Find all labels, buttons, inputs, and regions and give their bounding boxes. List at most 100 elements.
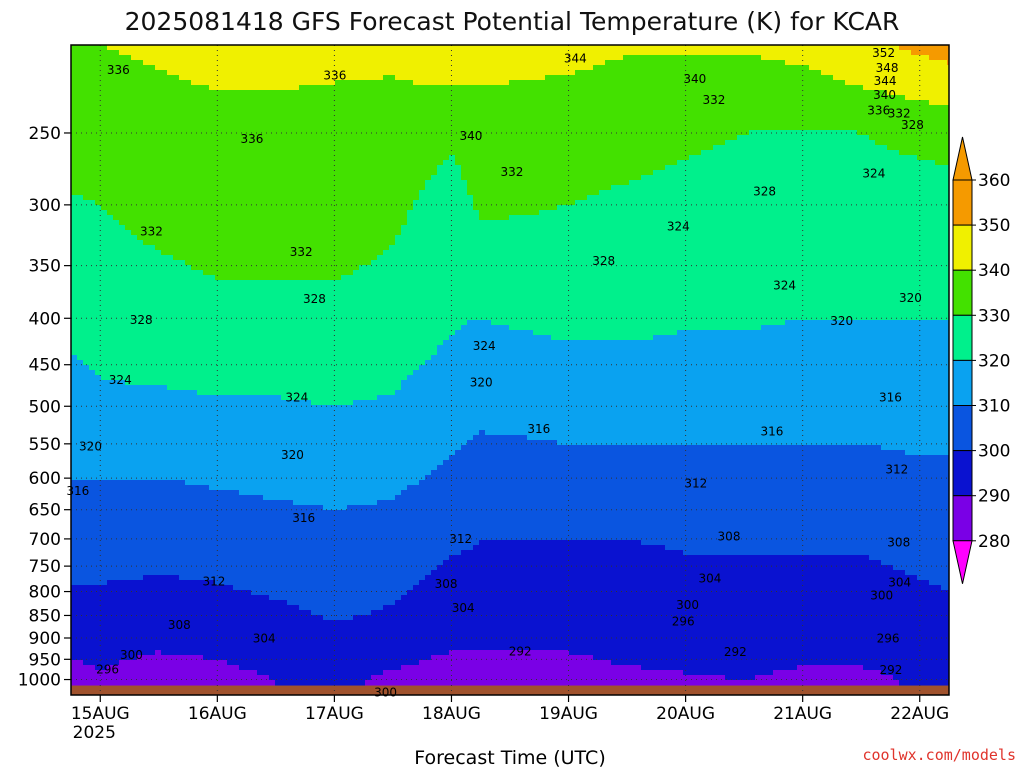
heatmap-cell xyxy=(221,110,228,116)
heatmap-cell xyxy=(947,130,954,136)
heatmap-cell xyxy=(725,45,732,51)
heatmap-cell xyxy=(857,120,864,126)
heatmap-cell xyxy=(713,165,720,171)
heatmap-cell xyxy=(599,60,606,66)
heatmap-cell xyxy=(491,120,498,126)
heatmap-cell xyxy=(863,160,870,166)
heatmap-cell xyxy=(641,205,648,211)
heatmap-cell xyxy=(209,155,216,161)
heatmap-cell xyxy=(929,75,936,81)
heatmap-cell xyxy=(689,150,696,156)
heatmap-cell xyxy=(209,180,216,186)
heatmap-cell xyxy=(221,45,228,51)
heatmap-cell xyxy=(377,75,384,81)
heatmap-cell xyxy=(779,210,786,216)
heatmap-cell xyxy=(263,135,270,141)
heatmap-cell xyxy=(593,170,600,176)
heatmap-cell xyxy=(125,160,132,166)
heatmap-cell xyxy=(815,125,822,131)
heatmap-cell xyxy=(785,55,792,61)
heatmap-cell xyxy=(251,120,258,126)
heatmap-cell xyxy=(509,190,516,196)
heatmap-cell xyxy=(707,180,714,186)
heatmap-cell xyxy=(593,55,600,61)
heatmap-cell xyxy=(869,135,876,141)
heatmap-cell xyxy=(473,90,480,96)
heatmap-cell xyxy=(779,205,786,211)
heatmap-cell xyxy=(143,115,150,121)
heatmap-cell xyxy=(767,135,774,141)
heatmap-cell xyxy=(83,65,90,71)
heatmap-cell xyxy=(671,75,678,81)
heatmap-cell xyxy=(815,60,822,66)
heatmap-cell xyxy=(803,60,810,66)
heatmap-cell xyxy=(641,90,648,96)
heatmap-cell xyxy=(557,200,564,206)
heatmap-cell xyxy=(731,155,738,161)
heatmap-cell xyxy=(725,200,732,206)
heatmap-cell xyxy=(461,150,468,156)
heatmap-cell xyxy=(785,105,792,111)
heatmap-cell xyxy=(845,70,852,76)
heatmap-cell xyxy=(833,120,840,126)
heatmap-cell xyxy=(923,100,930,106)
heatmap-cell xyxy=(227,200,234,206)
heatmap-cell xyxy=(929,150,936,156)
heatmap-cell xyxy=(431,150,438,156)
heatmap-cell xyxy=(437,50,444,56)
heatmap-cell xyxy=(743,210,750,216)
heatmap-cell xyxy=(263,80,270,86)
heatmap-cell xyxy=(419,205,426,211)
heatmap-cell xyxy=(305,175,312,181)
heatmap-cell xyxy=(767,90,774,96)
heatmap-cell xyxy=(539,200,546,206)
heatmap-cell xyxy=(683,160,690,166)
heatmap-cell xyxy=(605,150,612,156)
heatmap-cell xyxy=(647,110,654,116)
heatmap-cell xyxy=(641,175,648,181)
heatmap-cell xyxy=(869,125,876,131)
heatmap-cell xyxy=(881,180,888,186)
heatmap-cell xyxy=(287,190,294,196)
heatmap-cell xyxy=(185,130,192,136)
heatmap-cell xyxy=(77,100,84,106)
heatmap-cell xyxy=(125,45,132,51)
heatmap-cell xyxy=(365,150,372,156)
heatmap-cell xyxy=(389,75,396,81)
heatmap-cell xyxy=(899,85,906,91)
heatmap-cell xyxy=(221,180,228,186)
heatmap-cell xyxy=(179,100,186,106)
heatmap-cell xyxy=(683,210,690,216)
heatmap-cell xyxy=(317,105,324,111)
heatmap-cell xyxy=(743,185,750,191)
heatmap-cell xyxy=(407,60,414,66)
heatmap-cell xyxy=(509,105,516,111)
heatmap-cell xyxy=(677,195,684,201)
heatmap-cell xyxy=(239,90,246,96)
heatmap-cell xyxy=(239,165,246,171)
heatmap-cell xyxy=(323,180,330,186)
heatmap-cell xyxy=(515,200,522,206)
heatmap-cell xyxy=(371,65,378,71)
heatmap-cell xyxy=(341,175,348,181)
heatmap-cell xyxy=(755,135,762,141)
heatmap-cell xyxy=(569,190,576,196)
heatmap-cell xyxy=(497,135,504,141)
heatmap-cell xyxy=(257,170,264,176)
heatmap-cell xyxy=(215,110,222,116)
heatmap-cell xyxy=(149,140,156,146)
heatmap-cell xyxy=(839,80,846,86)
heatmap-cell xyxy=(881,210,888,216)
heatmap-cell xyxy=(731,50,738,56)
heatmap-cell xyxy=(449,115,456,121)
heatmap-cell xyxy=(89,100,96,106)
heatmap-cell xyxy=(929,145,936,151)
heatmap-cell xyxy=(527,150,534,156)
heatmap-cell xyxy=(803,180,810,186)
heatmap-cell xyxy=(593,105,600,111)
heatmap-cell xyxy=(461,65,468,71)
heatmap-cell xyxy=(587,90,594,96)
heatmap-cell xyxy=(377,195,384,201)
heatmap-cell xyxy=(725,185,732,191)
heatmap-cell xyxy=(389,175,396,181)
